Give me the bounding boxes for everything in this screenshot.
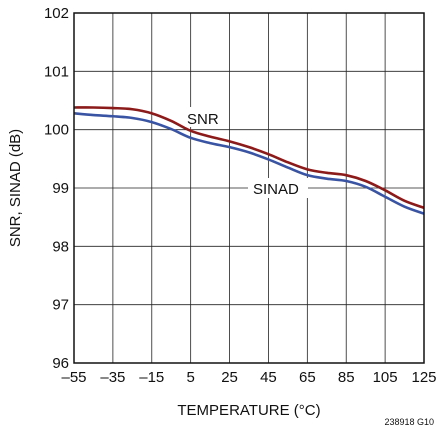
x-tick-label: 65 bbox=[299, 369, 316, 386]
y-tick-label: 98 bbox=[52, 238, 69, 255]
y-tick-label: 99 bbox=[52, 180, 69, 197]
x-axis-label: TEMPERATURE (°C) bbox=[177, 402, 320, 419]
x-tick-label: –55 bbox=[61, 369, 86, 386]
x-tick-label: 5 bbox=[186, 369, 194, 386]
x-tick-label: 85 bbox=[338, 369, 355, 386]
snr-label-background bbox=[185, 107, 227, 127]
y-tick-label: 101 bbox=[44, 63, 69, 80]
y-tick-label: 102 bbox=[44, 5, 69, 22]
y-tick-label: 96 bbox=[52, 355, 69, 372]
x-tick-label: –15 bbox=[139, 369, 164, 386]
sinad-series-label: SINAD bbox=[253, 181, 299, 198]
x-tick-label: 45 bbox=[260, 369, 277, 386]
y-tick-label: 100 bbox=[44, 122, 69, 139]
figure-id: 238918 G10 bbox=[384, 417, 434, 427]
plot-frame bbox=[73, 12, 425, 364]
sinad-label-background bbox=[248, 178, 308, 198]
x-tick-label: –35 bbox=[100, 369, 125, 386]
snr-series-label: SNR bbox=[187, 111, 219, 128]
y-tick-labels: 96 97 98 99 100 101 102 bbox=[44, 5, 69, 372]
sinad-line bbox=[73, 112, 425, 215]
x-tick-label: 105 bbox=[373, 369, 398, 386]
snr-line bbox=[73, 106, 425, 210]
y-tick-label: 97 bbox=[52, 297, 69, 314]
x-tick-label: 125 bbox=[411, 369, 436, 386]
x-tick-labels: –55 –35 –15 5 25 45 65 85 105 125 bbox=[61, 369, 436, 386]
x-tick-label: 25 bbox=[221, 369, 238, 386]
y-axis-label: SNR, SINAD (dB) bbox=[7, 129, 24, 247]
series-lines bbox=[73, 106, 425, 215]
